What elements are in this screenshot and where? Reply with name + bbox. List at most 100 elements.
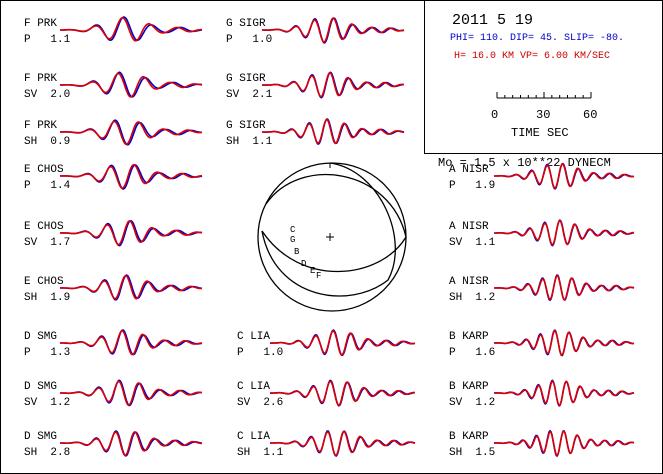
station-panel-a-nisr-sh: A NISR SH 1.2 xyxy=(449,274,635,304)
beach-label-c: C xyxy=(290,225,296,235)
scale-tick-0: 0 xyxy=(491,108,498,122)
station-panel-b-karp-p: B KARP P 1.6 xyxy=(449,329,635,359)
seismic-moment: Mo = 1.5 x 10**22 DYNECM xyxy=(438,156,611,170)
synthetic-waveform xyxy=(493,430,635,457)
station-name: A NISR xyxy=(449,221,489,233)
station-name: B KARP xyxy=(449,431,489,443)
synthetic-waveform xyxy=(60,72,203,98)
phase-label: SV 1.2 xyxy=(449,397,495,409)
station-panel-c-lia-p: C LIA P 1.0 xyxy=(237,329,416,359)
synthetic-waveform xyxy=(270,380,415,407)
station-name: D SMG xyxy=(24,431,57,443)
phase-label: SH 1.2 xyxy=(449,292,495,304)
station-name: F PRK xyxy=(24,120,57,132)
nodal-plane-1 xyxy=(261,173,407,273)
info-box: 2011 5 19 PHI= 110. DIP= 45. SLIP= -80. … xyxy=(424,0,663,154)
phase-label: SH 0.9 xyxy=(24,136,70,148)
time-scale-ticks xyxy=(496,92,592,98)
station-name: A NISR xyxy=(449,164,489,176)
phase-label: SH 1.5 xyxy=(449,447,495,459)
station-panel-c-lia-sv: C LIA SV 2.6 xyxy=(237,379,416,409)
synthetic-waveform xyxy=(60,430,202,456)
station-name: D SMG xyxy=(24,331,57,343)
observed-waveform xyxy=(59,71,203,98)
station-panel-a-nisr-p: A NISR P 1.9 xyxy=(449,162,635,192)
phase-label: P 1.6 xyxy=(449,347,495,359)
synthetic-waveform xyxy=(494,219,634,246)
station-panel-e-chos-sv: E CHOS SV 1.7 xyxy=(24,219,203,249)
observed-waveform xyxy=(270,329,416,357)
scale-tick-30: 30 xyxy=(536,108,550,122)
station-panel-e-chos-sh: E CHOS SH 1.9 xyxy=(24,274,203,304)
station-name: E CHOS xyxy=(24,164,64,176)
station-panel-b-karp-sv: B KARP SV 1.2 xyxy=(449,379,635,409)
phase-label: P 1.4 xyxy=(24,180,71,192)
station-name: F PRK xyxy=(24,73,57,85)
station-panel-d-smg-sv: D SMG SV 1.2 xyxy=(24,379,203,409)
depth-velocity: H= 16.0 KM VP= 6.00 KM/SEC xyxy=(454,50,610,62)
station-name: C LIA xyxy=(237,431,270,443)
beach-label-f: F xyxy=(316,271,321,281)
synthetic-waveform xyxy=(60,329,203,356)
phase-label: P 1.1 xyxy=(24,34,71,46)
phase-label: P 1.0 xyxy=(226,34,272,46)
observed-waveform xyxy=(261,71,404,99)
time-scale-bar: 0 30 60 TIME SEC xyxy=(491,92,597,140)
synthetic-waveform xyxy=(269,329,416,356)
station-name: G SIGR xyxy=(226,73,266,85)
synthetic-waveform xyxy=(60,17,202,42)
station-name: C LIA xyxy=(237,381,270,393)
station-panel-c-lia-sh: C LIA SH 1.1 xyxy=(237,429,416,459)
station-panel-d-smg-sh: D SMG SH 2.8 xyxy=(24,430,203,459)
phase-label: SH 1.1 xyxy=(237,447,284,459)
station-panel-g-sigr-sh: G SIGR SH 1.1 xyxy=(226,118,405,148)
synthetic-waveform xyxy=(262,17,405,43)
station-panel-e-chos-p: E CHOS P 1.4 xyxy=(24,163,203,192)
station-name: F PRK xyxy=(24,18,57,30)
synthetic-waveform xyxy=(60,274,202,300)
phase-label: SH 1.9 xyxy=(24,292,70,304)
phase-label: P 1.0 xyxy=(237,347,283,359)
phase-label: SH 2.8 xyxy=(24,447,70,459)
phase-label: P 1.9 xyxy=(449,180,495,192)
station-panel-a-nisr-sv: A NISR SV 1.1 xyxy=(449,219,635,249)
station-panel-b-karp-sh: B KARP SH 1.5 xyxy=(449,429,635,459)
scale-tick-60: 60 xyxy=(583,108,597,122)
phase-label: SV 2.1 xyxy=(226,89,273,101)
station-name: E CHOS xyxy=(24,221,64,233)
station-panel-f-prk-sv: F PRK SV 2.0 xyxy=(24,71,203,101)
station-name: G SIGR xyxy=(226,120,266,132)
station-name: E CHOS xyxy=(24,276,64,288)
nodal-plane-2 xyxy=(261,162,396,297)
station-name: D SMG xyxy=(24,381,57,393)
station-name: B KARP xyxy=(449,381,489,393)
beach-label-e: E xyxy=(310,266,315,276)
phase-label: SV 1.2 xyxy=(24,397,70,409)
station-name: C LIA xyxy=(237,331,270,343)
synthetic-waveform xyxy=(60,220,203,246)
focal-sphere: C G B D E F xyxy=(257,162,407,312)
phase-label: SV 1.7 xyxy=(24,237,70,249)
phase-label: SV 1.1 xyxy=(449,237,496,249)
station-panel-d-smg-p: D SMG P 1.3 xyxy=(24,329,203,359)
synthetic-waveform xyxy=(59,163,203,190)
phase-label: SV 2.0 xyxy=(24,89,70,101)
synthetic-waveform xyxy=(60,380,203,407)
station-name: A NISR xyxy=(449,276,489,288)
synthetic-waveform xyxy=(494,274,635,301)
station-panel-f-prk-sh: F PRK SH 0.9 xyxy=(24,119,203,148)
beach-label-g: G xyxy=(290,235,295,245)
station-name: G SIGR xyxy=(226,18,266,30)
station-name: B KARP xyxy=(449,331,489,343)
synthetic-waveform xyxy=(493,162,635,189)
station-panel-g-sigr-p: G SIGR P 1.0 xyxy=(226,17,405,46)
info-box-frame xyxy=(424,0,663,154)
beach-label-b: B xyxy=(294,247,300,257)
synthetic-waveform xyxy=(262,72,404,98)
mechanism-parameters: PHI= 110. DIP= 45. SLIP= -80. xyxy=(450,33,624,44)
synthetic-waveform xyxy=(494,330,635,356)
synthetic-waveform xyxy=(270,430,416,457)
time-scale-label: TIME SEC xyxy=(511,126,569,140)
